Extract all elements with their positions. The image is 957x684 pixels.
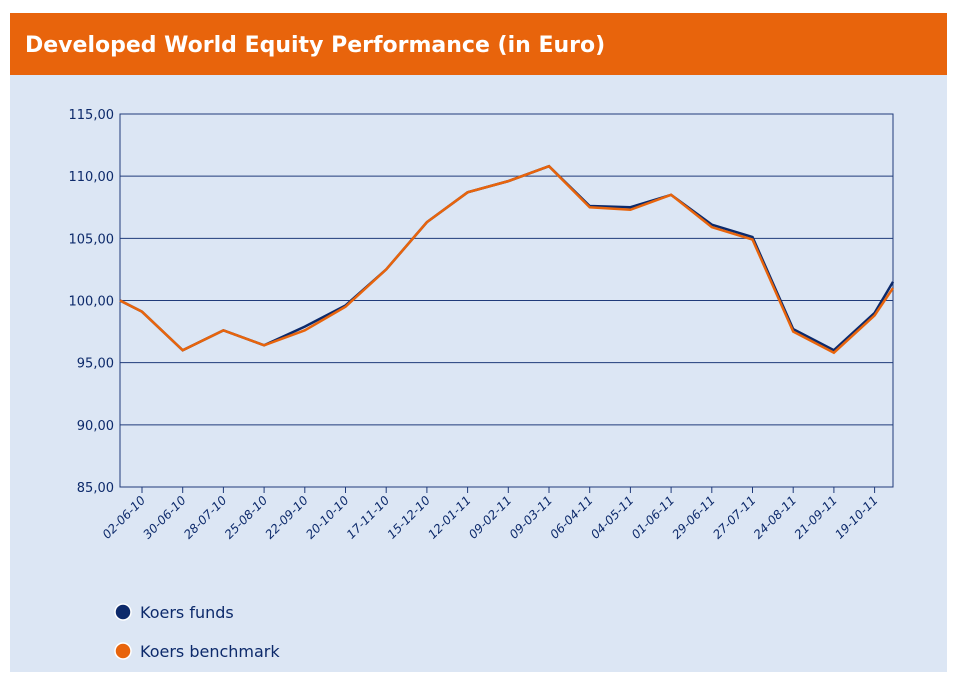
line-series	[119, 164, 895, 355]
y-tick-label: 110,00	[69, 170, 115, 185]
y-tick-label: 95,00	[77, 357, 114, 372]
legend-marker	[114, 642, 132, 660]
header	[10, 13, 947, 75]
legend-label: Koers benchmark	[140, 642, 280, 661]
y-tick-label: 115,00	[69, 108, 115, 123]
legend-label: Koers funds	[140, 603, 234, 622]
y-tick-label: 105,00	[69, 232, 115, 247]
chart-title: Developed World Equity Performance (in E…	[25, 33, 605, 58]
panel	[10, 75, 947, 672]
legend-marker	[114, 603, 132, 621]
y-tick-label: 100,00	[69, 295, 115, 310]
y-tick-label: 90,00	[77, 419, 114, 434]
y-tick-label: 85,00	[77, 481, 114, 496]
